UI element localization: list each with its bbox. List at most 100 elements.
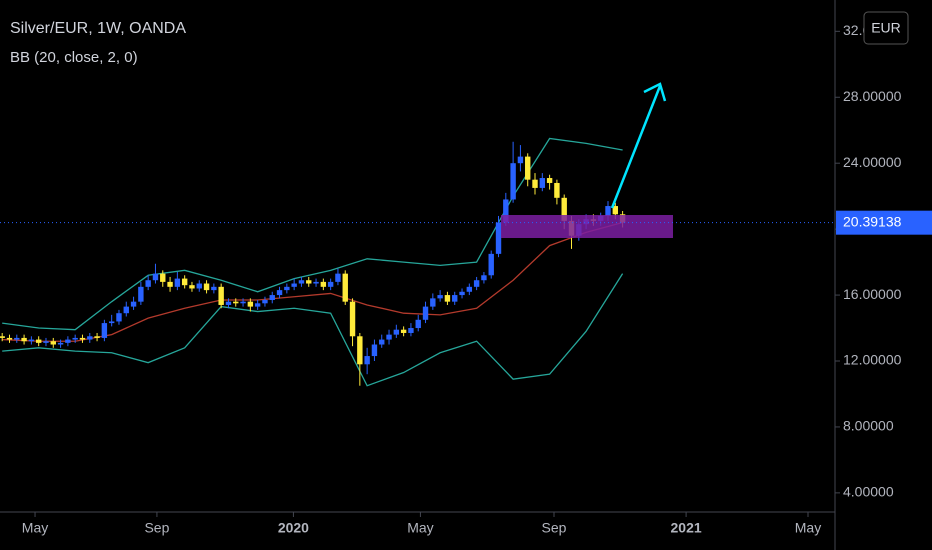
candle-body [605, 206, 611, 216]
candle-body [357, 336, 363, 365]
candle-body [196, 283, 202, 289]
y-tick-label: 8.00000 [843, 418, 894, 434]
arrow-head [643, 82, 667, 102]
bb-upper [2, 137, 623, 331]
candle-body [276, 290, 283, 296]
bb-lower [2, 273, 624, 387]
candle-body [612, 206, 619, 215]
candle-body [481, 275, 487, 281]
candle-body [437, 295, 443, 299]
candle-body [174, 278, 181, 287]
candle-body [327, 281, 334, 287]
candle-body [233, 301, 239, 304]
candle-body [138, 286, 144, 302]
candle-body [87, 336, 93, 340]
candle-body [6, 337, 13, 340]
candle-body [393, 329, 400, 335]
candle-body [35, 339, 42, 343]
candle-body [532, 179, 538, 188]
currency-button[interactable] [863, 11, 909, 45]
candle-body [203, 283, 210, 291]
candle-body [94, 336, 100, 338]
y-tick-label: 12.00000 [843, 352, 902, 368]
candle-body [225, 301, 232, 305]
candle-body [269, 295, 275, 301]
candle-body [247, 301, 254, 307]
candle-body [306, 280, 312, 284]
indicator-label: BB (20, close, 2, 0) [10, 49, 138, 66]
candle-body [517, 156, 524, 164]
candle-body [371, 344, 378, 357]
candle-body [21, 337, 27, 342]
candle-body [313, 281, 319, 284]
candle-body [14, 337, 20, 340]
candle-body [495, 222, 502, 254]
candle-body [130, 301, 137, 307]
candle-body [152, 273, 159, 281]
candle-body [262, 300, 268, 304]
candle-body [72, 337, 78, 340]
candle-body [342, 273, 348, 302]
candle-body [503, 199, 509, 223]
x-tick-label: May [407, 520, 433, 536]
x-tick-label: 2020 [278, 520, 309, 536]
candle-body [452, 295, 458, 302]
candle-body [364, 356, 370, 365]
candle-body [160, 273, 166, 282]
candle-body [218, 286, 224, 305]
candle-body [167, 281, 173, 287]
x-tick-label: May [22, 520, 48, 536]
currency-label[interactable]: EUR [871, 20, 901, 36]
candle-body [561, 197, 567, 221]
last-price-label: 20.39138 [843, 213, 902, 229]
candle-body [510, 163, 516, 200]
candle-body [422, 306, 429, 320]
candle-body [554, 182, 560, 198]
candle-body [546, 178, 553, 183]
x-tick-label: Sep [542, 520, 567, 536]
zone-drawing [501, 215, 673, 238]
candle-body [444, 295, 451, 302]
candle-body [65, 339, 71, 343]
last-price-box [836, 210, 932, 235]
candle-body [189, 285, 195, 289]
y-tick-label: 24.00000 [843, 154, 902, 170]
candle-body [335, 273, 341, 282]
candle-body [291, 283, 297, 287]
candle-body [254, 303, 261, 307]
candle-body [408, 328, 414, 333]
candle-body [298, 280, 305, 284]
candle-body [466, 286, 473, 292]
candle-body [43, 341, 49, 343]
candle-body [50, 341, 56, 345]
y-tick-label: 28.00000 [843, 88, 902, 104]
candle-body [488, 253, 494, 276]
candle-body [101, 323, 108, 338]
candle-body [0, 336, 5, 338]
plot-area [0, 137, 626, 387]
y-tick-label: 4.00000 [843, 484, 894, 500]
candle-body [79, 337, 86, 340]
candle-body [211, 286, 217, 291]
candle-body [116, 313, 122, 322]
candle-body [379, 339, 385, 345]
y-tick-label: 16.00000 [843, 286, 902, 302]
x-tick-label: Sep [144, 520, 169, 536]
candle-body [459, 291, 465, 296]
candle-body [181, 278, 188, 286]
candle-body [145, 280, 151, 287]
candle-body [284, 286, 290, 291]
candle-body [525, 156, 531, 180]
x-tick-label: May [795, 520, 821, 536]
candle-body [28, 339, 35, 342]
candle-body [320, 281, 327, 287]
candle-body [349, 301, 356, 337]
candle-body [240, 301, 246, 304]
candle-body [123, 306, 129, 314]
candle-body [430, 298, 436, 307]
arrow-drawing [610, 85, 662, 209]
candle-body [415, 319, 421, 329]
